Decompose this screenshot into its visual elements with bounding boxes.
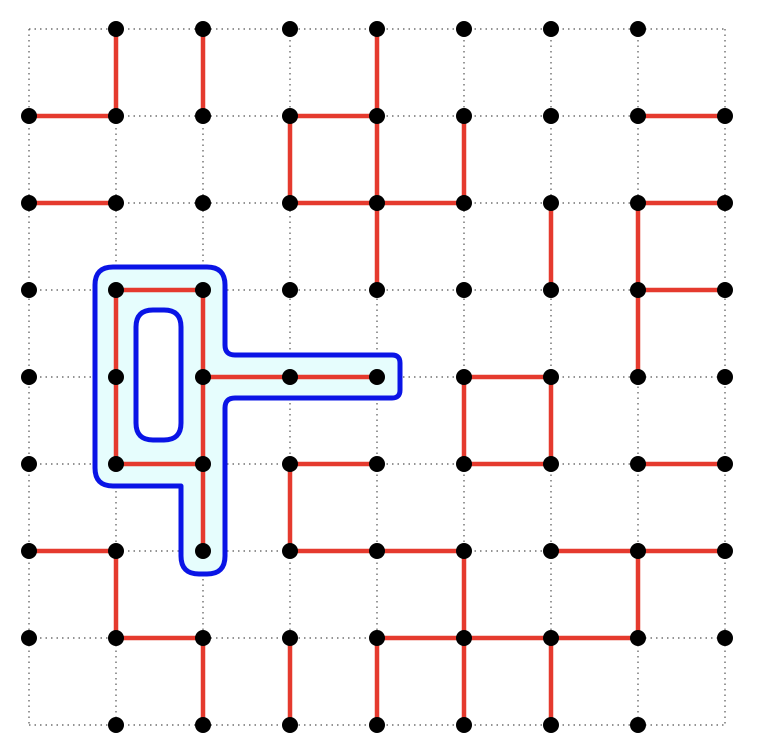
lattice-node	[369, 369, 385, 385]
lattice-node	[630, 195, 646, 211]
lattice-node	[543, 21, 559, 37]
lattice-node	[456, 717, 472, 733]
lattice-node	[630, 369, 646, 385]
lattice-node	[21, 108, 37, 124]
lattice-node	[195, 717, 211, 733]
lattice-node	[630, 456, 646, 472]
lattice-node	[543, 195, 559, 211]
lattice-node	[630, 21, 646, 37]
lattice-node	[195, 456, 211, 472]
lattice-node	[195, 543, 211, 559]
bond-edges	[29, 29, 725, 725]
lattice-node	[282, 543, 298, 559]
lattice-node	[456, 282, 472, 298]
lattice-node	[630, 630, 646, 646]
lattice-node	[369, 630, 385, 646]
lattice-node	[717, 630, 733, 646]
lattice-node	[282, 456, 298, 472]
lattice-node	[456, 108, 472, 124]
lattice-node	[108, 282, 124, 298]
lattice-node	[195, 21, 211, 37]
lattice-node	[282, 108, 298, 124]
lattice-node	[456, 369, 472, 385]
lattice-nodes	[21, 21, 733, 733]
lattice-node	[456, 195, 472, 211]
lattice-node	[108, 456, 124, 472]
lattice-node	[108, 543, 124, 559]
lattice-node	[630, 282, 646, 298]
lattice-node	[21, 282, 37, 298]
lattice-node	[369, 195, 385, 211]
lattice-node	[282, 630, 298, 646]
lattice-node	[630, 543, 646, 559]
cluster-inner-hole	[133, 307, 184, 443]
lattice-node	[108, 108, 124, 124]
lattice-node	[717, 369, 733, 385]
lattice-node	[369, 543, 385, 559]
lattice-node	[543, 108, 559, 124]
lattice-node	[543, 543, 559, 559]
lattice-node	[282, 717, 298, 733]
lattice-node	[195, 195, 211, 211]
lattice-node	[630, 717, 646, 733]
lattice-node	[195, 108, 211, 124]
lattice-node	[717, 543, 733, 559]
lattice-node	[543, 456, 559, 472]
lattice-node	[21, 195, 37, 211]
lattice-node	[21, 543, 37, 559]
lattice-node	[456, 630, 472, 646]
lattice-node	[543, 717, 559, 733]
lattice-node	[717, 195, 733, 211]
highlighted-cluster-region	[92, 264, 403, 577]
lattice-node	[21, 456, 37, 472]
lattice-node	[543, 630, 559, 646]
lattice-node	[195, 630, 211, 646]
lattice-node	[108, 369, 124, 385]
lattice-node	[456, 21, 472, 37]
lattice-node	[108, 630, 124, 646]
lattice-node	[282, 195, 298, 211]
lattice-node	[195, 369, 211, 385]
lattice-node	[456, 543, 472, 559]
lattice-node	[543, 282, 559, 298]
lattice-node	[630, 108, 646, 124]
lattice-node	[21, 630, 37, 646]
lattice-node	[108, 195, 124, 211]
lattice-node	[369, 456, 385, 472]
lattice-node	[717, 108, 733, 124]
lattice-node	[108, 21, 124, 37]
lattice-node	[456, 456, 472, 472]
lattice-node	[369, 717, 385, 733]
lattice-node	[543, 369, 559, 385]
lattice-node	[282, 282, 298, 298]
lattice-node	[717, 456, 733, 472]
lattice-node	[369, 21, 385, 37]
lattice-node	[108, 717, 124, 733]
lattice-node	[282, 21, 298, 37]
lattice-node	[21, 369, 37, 385]
lattice-node	[369, 108, 385, 124]
lattice-node	[195, 282, 211, 298]
lattice-node	[717, 282, 733, 298]
lattice-node	[369, 282, 385, 298]
lattice-node	[282, 369, 298, 385]
